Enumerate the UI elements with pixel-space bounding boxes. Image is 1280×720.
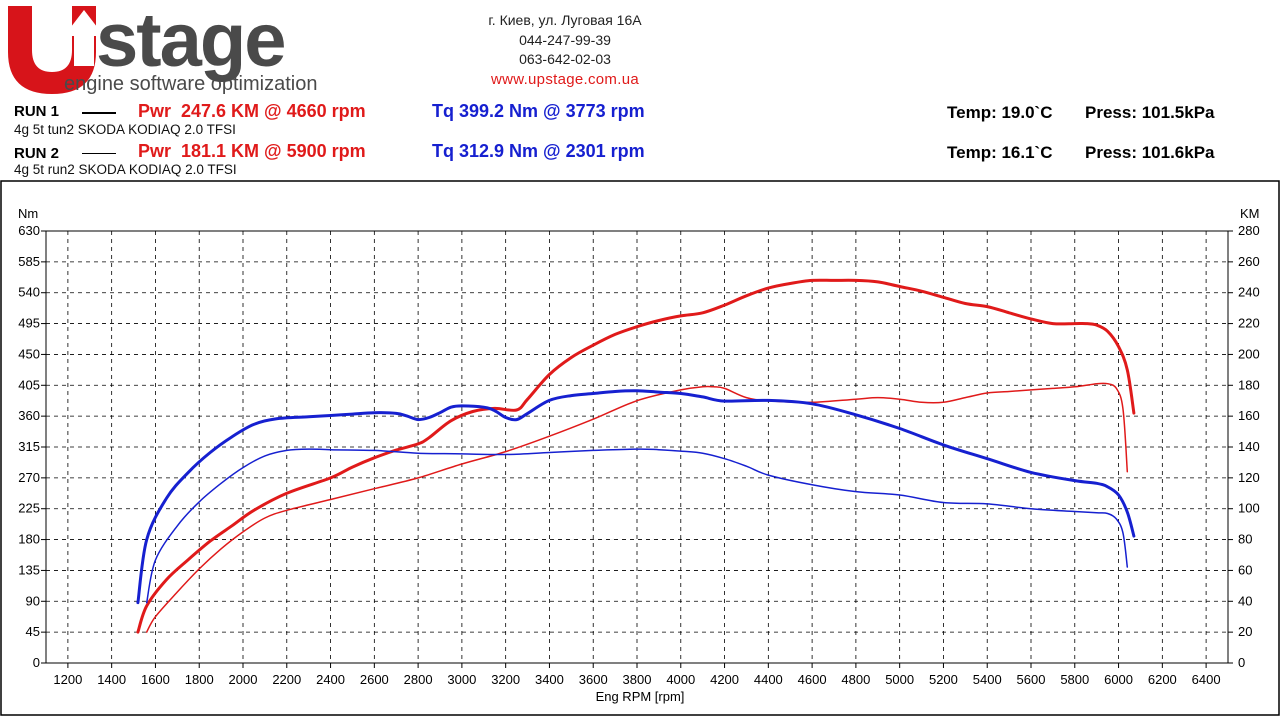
y-right-axis-ticks: 0 20 40 60 80 100 120 140 160 180 200 220 240 260 280 [1228,223,1260,670]
y-right-tick-label: 260 [1238,254,1260,269]
x-tick-label: 6200 [1148,672,1177,687]
x-tick-label: 1600 [141,672,170,687]
x-tick-label: 2200 [272,672,301,687]
y-right-tick-label: 180 [1238,377,1260,392]
y-right-tick-label: 40 [1238,593,1252,608]
y-left-tick-label: 315 [18,439,40,454]
y-left-tick-label: 225 [18,501,40,516]
upstage-logo: stage engine software optimization [8,0,317,95]
x-tick-label: 4000 [666,672,695,687]
x-tick-label: 3400 [535,672,564,687]
chart-frame [0,180,1280,716]
x-tick-label: 5600 [1017,672,1046,687]
y-right-tick-label: 240 [1238,285,1260,300]
y-right-tick-label: 20 [1238,624,1252,639]
y-left-tick-label: 450 [18,346,40,361]
chart-grid [46,230,1228,663]
run1-press: Press: 101.5kPa [1085,103,1215,122]
x-tick-label: 3200 [491,672,520,687]
x-tick-label: 5000 [885,672,914,687]
y-right-tick-label: 0 [1238,655,1245,670]
y-left-tick-label: 630 [18,223,40,238]
logo-brand-text: stage [96,0,285,83]
x-tick-label: 4600 [798,672,827,687]
y-left-tick-label: 135 [18,562,40,577]
x-tick-label: 3000 [447,672,476,687]
y-right-tick-label: 80 [1238,532,1252,547]
run1-temp: Temp: 19.0`C [947,103,1053,122]
y-left-tick-label: 180 [18,532,40,547]
run2-label: RUN 2 [14,145,60,162]
y-right-tick-label: 220 [1238,316,1260,331]
y-left-tick-label: 495 [18,316,40,331]
x-tick-label: 4800 [841,672,870,687]
x-tick-label: 2600 [360,672,389,687]
x-tick-label: 5200 [929,672,958,687]
x-tick-label: 6400 [1192,672,1221,687]
x-tick-label: 5400 [973,672,1002,687]
run1-power: Pwr 247.6 KM @ 4660 rpm [138,101,366,121]
run1-legend-line [82,112,116,114]
series-layer [136,278,1136,634]
y-left-tick-label: 540 [18,285,40,300]
x-tick-label: 4200 [710,672,739,687]
run2-torque: Tq 312.9 Nm @ 2301 rpm [432,141,645,161]
x-tick-label: 3600 [579,672,608,687]
y-right-tick-label: 140 [1238,439,1260,454]
website-link[interactable]: www.upstage.com.ua [491,71,639,88]
y-left-tick-label: 0 [33,655,40,670]
x-tick-label: 4400 [754,672,783,687]
x-tick-label: 6000 [1104,672,1133,687]
x-tick-label: 1200 [53,672,82,687]
run2-legend-line [82,153,116,154]
run2-description: 4g 5t run2 SKODA KODIAQ 2.0 TFSI [14,162,237,177]
logo-tagline: engine software optimization [64,73,317,95]
series-run-2-power [145,382,1129,633]
y-left-tick-label: 45 [26,624,40,639]
y-left-axis-label: Nm [18,206,38,221]
address: г. Киев, ул. Луговая 16А [488,12,642,28]
x-tick-label: 3800 [623,672,652,687]
x-tick-label: 1400 [97,672,126,687]
x-tick-label: 2000 [229,672,258,687]
series-run-1-power [136,278,1136,634]
y-left-tick-label: 585 [18,254,40,269]
y-left-tick-label: 405 [18,377,40,392]
series-run-1-torque [136,389,1136,605]
y-left-tick-label: 270 [18,470,40,485]
y-right-tick-label: 200 [1238,346,1260,361]
phone-2: 063-642-02-03 [519,51,611,67]
x-tick-label: 5800 [1060,672,1089,687]
y-right-tick-label: 100 [1238,501,1260,516]
y-right-tick-label: 120 [1238,470,1260,485]
y-left-axis-ticks: 0 45 90 135 180 225 270 315 360 405 450 495 540 585 63… [18,223,46,670]
run2-temp: Temp: 16.1`C [947,143,1053,162]
x-tick-label: 2800 [404,672,433,687]
x-tick-label: 2400 [316,672,345,687]
x-tick-label: 1800 [185,672,214,687]
series-run-2-torque [145,448,1129,604]
y-right-tick-label: 280 [1238,223,1260,238]
x-axis-ticks: 1200 1400 1600 1800 2000 2200 2400 2600 2800 3000… [53,663,1221,687]
phone-1: 044-247-99-39 [519,32,611,48]
y-left-tick-label: 360 [18,408,40,423]
run2-power: Pwr 181.1 KM @ 5900 rpm [138,141,366,161]
y-left-tick-label: 90 [26,593,40,608]
y-right-tick-label: 60 [1238,562,1252,577]
y-right-tick-label: 160 [1238,408,1260,423]
run1-torque: Tq 399.2 Nm @ 3773 rpm [432,101,645,121]
dyno-chart: 1200 1400 1600 1800 2000 2200 2400 2600 2800 3000… [0,180,1280,716]
run2-press: Press: 101.6kPa [1085,143,1215,162]
y-right-axis-label: KM [1240,206,1260,221]
x-axis-label: Eng RPM [rpm] [596,689,685,704]
run1-label: RUN 1 [14,103,60,120]
run1-description: 4g 5t tun2 SKODA KODIAQ 2.0 TFSI [14,122,236,137]
dyno-header: stage engine software optimization г. Ки… [0,0,1280,180]
